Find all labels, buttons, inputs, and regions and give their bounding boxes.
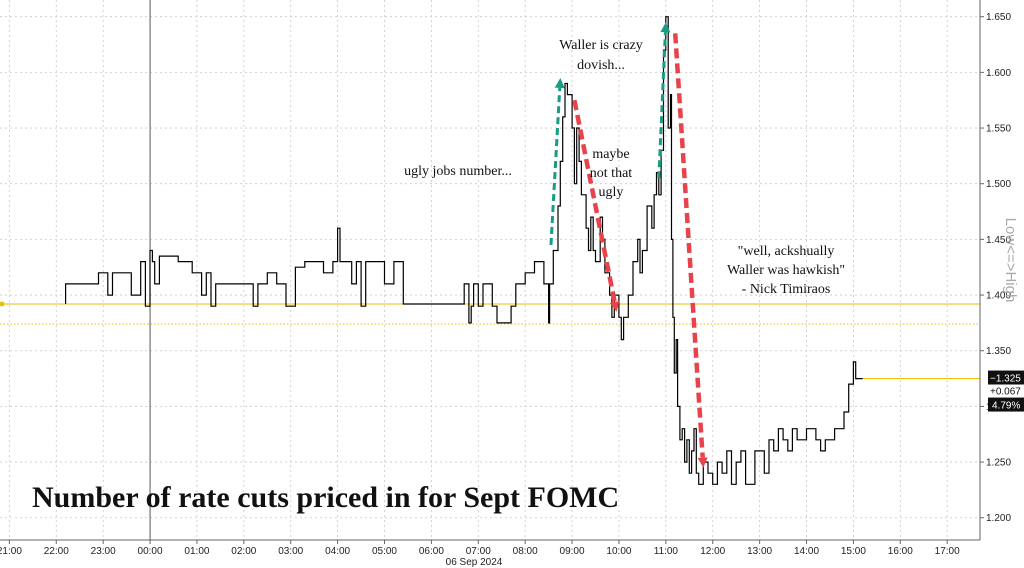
arrow-shaft	[672, 33, 705, 458]
y-tick-label: 1.500	[986, 179, 1011, 190]
current-change: +0.067	[990, 387, 1021, 398]
reference-lines	[0, 301, 980, 325]
arrow-layer	[549, 22, 708, 468]
annotation: ugly jobs number...	[404, 164, 512, 179]
current-pct-bg	[988, 397, 1024, 412]
x-tick-label: 06:00	[419, 546, 444, 557]
y-tick-label: 1.550	[986, 124, 1011, 135]
down-arrow	[672, 33, 708, 468]
x-tick-label: 16:00	[888, 546, 913, 557]
series-line	[64, 16, 863, 485]
annotation: maybe not that ugly	[590, 147, 632, 200]
y-tick-label: 1.250	[986, 458, 1011, 469]
x-tick-label: 10:00	[606, 546, 631, 557]
x-tick-label: 21:00	[0, 546, 22, 557]
arrow-shaft	[549, 87, 562, 246]
y-tick-label: 1.200	[986, 513, 1011, 524]
up-arrow	[657, 22, 671, 179]
arrow-head	[697, 457, 708, 468]
reference-marker	[0, 301, 5, 307]
x-axis: 21:00 22:00 23:00 00:00 01:00 02:00 03:00 04:00…	[0, 539, 980, 557]
x-tick-label: 15:00	[841, 546, 866, 557]
x-tick-label: 02:00	[231, 546, 256, 557]
y-tick-label: 1.600	[986, 68, 1011, 79]
x-tick-label: 07:00	[466, 546, 491, 557]
x-tick-label: 22:00	[44, 546, 69, 557]
arrow-shaft	[572, 99, 617, 303]
arrow-shaft	[657, 32, 667, 179]
arrow-head	[660, 22, 671, 33]
x-tick-label: 14:00	[794, 546, 819, 557]
y-axis-side-label: Low<=>High	[1002, 218, 1019, 303]
y-tick-label: 1.450	[986, 235, 1011, 246]
up-arrow	[549, 77, 565, 246]
annotation: Waller is crazy dovish...	[559, 38, 643, 73]
current-change-bg	[988, 384, 1024, 398]
y-tick-label: 1.350	[986, 346, 1011, 357]
date-label: 06 Sep 2024	[446, 557, 503, 568]
arrow-head	[554, 77, 565, 89]
annotation-layer: ugly jobs number... maybe not that ugly Wall…	[404, 38, 845, 297]
chart-title: Number of rate cuts priced in for Sept F…	[32, 481, 619, 514]
x-tick-label: 17:00	[935, 546, 960, 557]
x-tick-label: 00:00	[138, 546, 163, 557]
y-tick-label: 1.400	[986, 291, 1011, 302]
x-tick-label: 12:00	[700, 546, 725, 557]
current-value-box: −1.325 +0.067 4.79%	[988, 370, 1024, 412]
series-layer	[64, 16, 980, 485]
arrow-head	[609, 300, 620, 312]
x-tick-label: 05:00	[372, 546, 397, 557]
x-tick-label: 04:00	[325, 546, 350, 557]
annotation: "well, ackshually Waller was hawkish" - Ni…	[727, 244, 845, 297]
y-tick-label: 1.650	[986, 12, 1011, 23]
x-tick-label: 13:00	[747, 546, 772, 557]
x-tick-label: 23:00	[91, 546, 116, 557]
x-tick-label: 03:00	[278, 546, 303, 557]
x-tick-label: 11:00	[654, 546, 679, 557]
current-pct: 4.79%	[992, 401, 1020, 412]
x-tick-label: 09:00	[560, 546, 585, 557]
current-value-bg	[988, 370, 1024, 385]
x-tick-label: 01:00	[184, 546, 209, 557]
down-arrow	[572, 99, 620, 312]
x-tick-label: 08:00	[513, 546, 538, 557]
current-value: −1.325	[990, 374, 1021, 385]
